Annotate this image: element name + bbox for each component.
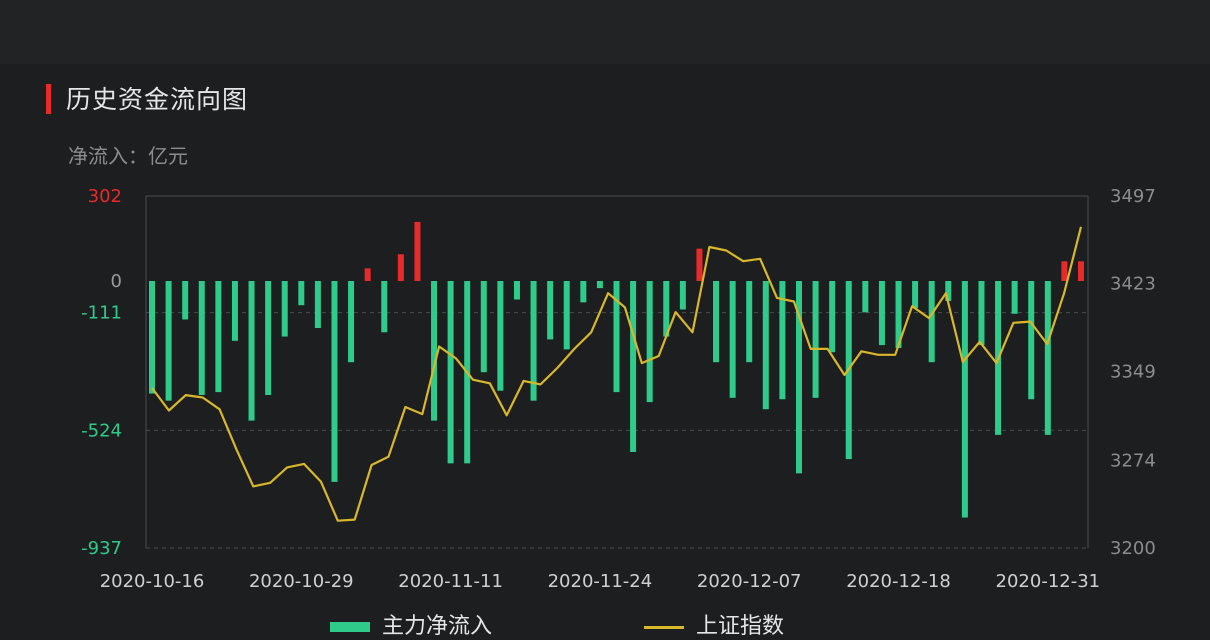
flow-bar: [1061, 261, 1068, 281]
flow-bar: [215, 281, 222, 393]
flow-bar: [298, 281, 305, 306]
flow-bar: [928, 281, 935, 363]
flow-bar: [563, 281, 570, 350]
left-tick-label: -937: [81, 538, 122, 559]
right-tick-label: 3349: [1110, 361, 1156, 382]
x-tick-label: 2020-12-18: [846, 571, 951, 592]
title-accent-bar: [46, 84, 51, 114]
flow-bar: [663, 281, 670, 337]
x-tick-label: 2020-11-11: [398, 571, 503, 592]
flow-bar: [480, 281, 487, 373]
unit-label: 净流入：亿元: [68, 144, 188, 168]
flow-bar: [613, 281, 620, 393]
flow-bar: [1044, 281, 1051, 435]
flow-bar: [779, 281, 786, 400]
chart-title: 历史资金流向图: [66, 85, 249, 114]
flow-bar: [364, 268, 371, 281]
flow-bar: [547, 281, 554, 340]
flow-bar: [630, 281, 637, 452]
flow-bar: [978, 281, 985, 346]
flow-bar: [646, 281, 653, 403]
flow-bar: [314, 281, 321, 329]
index-line: [151, 226, 1083, 522]
flow-bar: [713, 281, 720, 363]
flow-bar: [513, 281, 520, 300]
flow-bar: [912, 281, 919, 309]
flow-bar: [198, 281, 205, 395]
legend: 主力净流入 上证指数: [330, 608, 796, 640]
flow-bar: [878, 281, 885, 346]
flow-bar: [397, 254, 404, 281]
flow-bar: [331, 281, 338, 482]
x-tick-label: 2020-12-31: [996, 571, 1101, 592]
flow-bar: [248, 281, 255, 421]
flow-bar: [182, 281, 189, 320]
left-tick-label: -111: [81, 303, 122, 324]
flow-bar: [281, 281, 288, 337]
legend-line-swatch: [644, 625, 685, 629]
right-tick-label: 3274: [1110, 450, 1156, 471]
flow-bar: [746, 281, 753, 363]
flow-bar: [497, 281, 504, 391]
flow-bar: [762, 281, 769, 410]
left-tick-label: -524: [81, 420, 122, 441]
x-tick-label: 2020-10-16: [100, 571, 205, 592]
x-tick-label: 2020-10-29: [249, 571, 354, 592]
flow-bar: [812, 281, 819, 398]
left-tick-label: 0: [111, 271, 122, 292]
right-tick-label: 3423: [1110, 274, 1156, 295]
flow-bar: [862, 281, 869, 313]
right-tick-label: 3200: [1110, 538, 1156, 559]
flow-bar: [165, 281, 172, 401]
flow-bar: [381, 281, 388, 333]
flow-bar: [580, 281, 587, 303]
x-tick-label: 2020-12-07: [697, 571, 802, 592]
flow-bar: [530, 281, 537, 401]
legend-line-label: 上证指数: [696, 614, 785, 639]
top-bar: [0, 0, 1210, 64]
flow-bar: [961, 281, 968, 518]
fund-flow-chart: 302 0 -111 -524 -937 3497 3423 3349 3274 3200 2020…: [81, 186, 1156, 592]
flow-bar: [348, 281, 355, 363]
flow-bar: [696, 248, 703, 281]
flow-bar: [895, 281, 902, 348]
flow-bar: [431, 281, 438, 421]
left-tick-label: 302: [88, 186, 122, 207]
flow-bar: [945, 281, 952, 301]
flow-bar: [231, 281, 238, 341]
flow-bar: [1011, 281, 1018, 314]
flow-bar: [447, 281, 454, 464]
flow-bar: [795, 281, 802, 474]
flow-bar: [1078, 261, 1084, 281]
flow-bar: [265, 281, 272, 395]
flow-bar: [1028, 281, 1035, 400]
legend-bars-label: 主力净流入: [382, 614, 493, 639]
flow-bar: [829, 281, 836, 353]
right-tick-label: 3497: [1110, 186, 1156, 207]
x-tick-label: 2020-11-24: [548, 571, 653, 592]
flow-bar: [149, 281, 155, 394]
flow-bar: [679, 281, 686, 310]
flow-bar: [596, 281, 603, 289]
flow-bar: [729, 281, 736, 398]
flow-bar: [414, 221, 421, 281]
